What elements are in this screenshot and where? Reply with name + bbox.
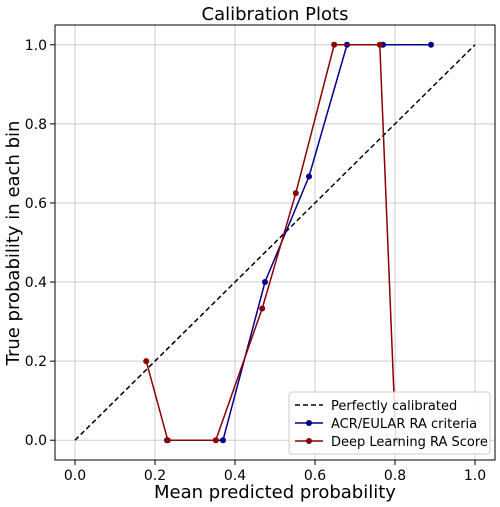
legend-label-1: ACR/EULAR RA criteria xyxy=(331,417,477,432)
series-2-point xyxy=(331,41,338,48)
x-tick-label: 0.0 xyxy=(64,468,86,484)
x-axis-label: Mean predicted probability xyxy=(154,482,396,503)
x-tick-label: 0.8 xyxy=(384,468,406,484)
x-tick-label: 1.0 xyxy=(464,468,486,484)
grid xyxy=(55,25,495,460)
x-tick-label: 0.4 xyxy=(224,468,246,484)
series-2-point xyxy=(259,305,266,312)
legend-box xyxy=(288,391,491,455)
series-1-point xyxy=(428,41,434,48)
series-2-point xyxy=(212,437,219,444)
legend-label-0: Perfectly calibrated xyxy=(331,399,457,414)
legend-marker-2 xyxy=(306,438,312,444)
series-line-2 xyxy=(145,44,397,441)
legend-label-2: Deep Learning RA Score xyxy=(331,435,488,450)
y-tick-label: 0.0 xyxy=(25,433,47,449)
x-tick-label: 0.6 xyxy=(304,468,326,484)
y-axis-ticks: 0.0 0.2 0.4 0.6 0.8 1.0 xyxy=(25,38,55,449)
x-tick-label: 0.2 xyxy=(144,468,166,484)
series-2-point xyxy=(292,190,299,197)
chart-title: Calibration Plots xyxy=(202,4,349,25)
y-tick-label: 0.4 xyxy=(25,275,47,291)
series-1-point xyxy=(220,437,226,444)
series-1-point xyxy=(262,279,268,286)
series-line-0 xyxy=(74,44,476,441)
plot-frame xyxy=(54,24,496,461)
series-1-point xyxy=(306,173,312,180)
x-axis-ticks: 0.0 0.2 0.4 0.6 0.8 1.0 xyxy=(64,460,486,484)
series-group xyxy=(74,41,476,444)
series-line-1 xyxy=(167,44,431,441)
legend-marker-1 xyxy=(306,420,312,426)
y-tick-label: 0.6 xyxy=(25,196,47,212)
y-tick-label: 0.8 xyxy=(25,117,47,133)
series-2-point xyxy=(164,437,171,444)
series-2-point xyxy=(376,41,383,48)
y-axis-label: True probability in each bin xyxy=(3,121,24,367)
legend: Perfectly calibrated ACR/EULAR RA criteri… xyxy=(288,391,491,455)
y-tick-label: 0.2 xyxy=(25,354,47,370)
y-tick-label: 1.0 xyxy=(25,38,47,54)
series-2-point xyxy=(143,358,150,365)
